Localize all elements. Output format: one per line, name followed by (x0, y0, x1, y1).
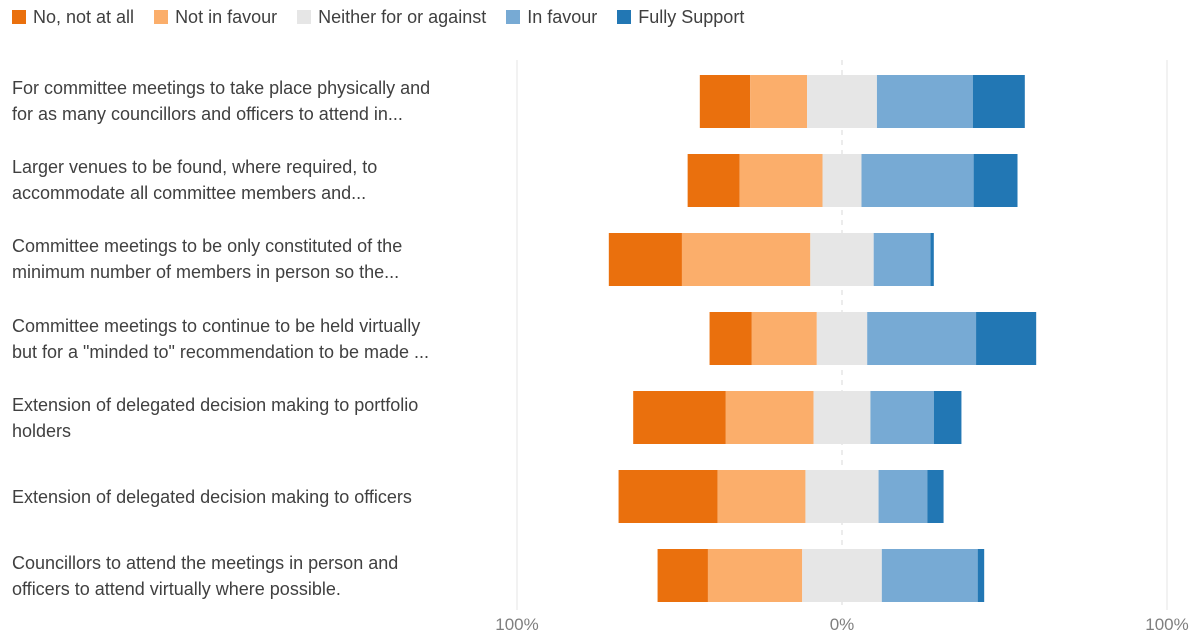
bar-segment (977, 549, 985, 602)
bar-segment (867, 312, 977, 365)
bar-segment (972, 75, 1025, 128)
legend-item-fully-support: Fully Support (617, 7, 744, 28)
legend-label: No, not at all (33, 6, 135, 27)
category-label-line: Committee meetings to be only constitute… (12, 236, 403, 256)
bar-segment (930, 233, 934, 286)
legend-item-neither: Neither for or against (297, 7, 486, 28)
bar-segment (725, 391, 814, 444)
category-label: Committee meetings to be only constitute… (12, 233, 492, 285)
bar-segment (973, 154, 1018, 207)
category-label-line: Committee meetings to continue to be hel… (12, 316, 421, 336)
legend-item-in-favour: In favour (506, 7, 597, 28)
legend-swatch (297, 10, 312, 24)
category-label-line: Extension of delegated decision making t… (12, 395, 419, 415)
legend-swatch (506, 10, 521, 24)
category-label-line: for as many councillors and officers to … (12, 104, 403, 124)
bar-segment (927, 470, 944, 523)
legend-swatch (617, 10, 632, 24)
legend-label: Fully Support (638, 6, 745, 27)
x-tick-label: 100% (495, 615, 538, 634)
category-label: For committee meetings to take place phy… (12, 75, 492, 127)
legend-swatch (12, 10, 26, 24)
category-label-line: Extension of delegated decision making t… (12, 487, 412, 507)
category-label: Larger venues to be found, where require… (12, 154, 492, 206)
x-tick-label: 100% (1145, 615, 1188, 634)
category-label-line: but for a "minded to" recommendation to … (12, 342, 430, 362)
x-tick-label: 0% (830, 615, 855, 634)
category-label-line: officers to attend virtually where possi… (12, 579, 341, 599)
category-label: Extension of delegated decision making t… (12, 484, 492, 510)
legend-item-not-in-favour: Not in favour (154, 7, 277, 28)
bar-segment (810, 233, 874, 286)
bar-segment (881, 549, 978, 602)
bar-segment (876, 75, 973, 128)
bar-segment (739, 154, 823, 207)
bar-segment (633, 391, 726, 444)
bar-segment (805, 470, 879, 523)
legend-label: Neither for or against (318, 6, 487, 27)
bar-segment (750, 75, 808, 128)
bar-segment (933, 391, 962, 444)
bar-segment (870, 391, 934, 444)
category-label: Committee meetings to continue to be hel… (12, 313, 492, 365)
bar-segment (873, 233, 931, 286)
bar-segment (813, 391, 871, 444)
category-label: Councillors to attend the meetings in pe… (12, 550, 492, 602)
bar-segment (861, 154, 974, 207)
bar-segment (976, 312, 1037, 365)
bar-segment (878, 470, 928, 523)
category-label: Extension of delegated decision making t… (12, 392, 492, 444)
legend-swatch (154, 10, 169, 24)
bar-segment (709, 312, 752, 365)
bar-segment (687, 154, 740, 207)
chart-legend: No, not at all Not in favour Neither for… (12, 6, 744, 28)
bar-segment (608, 233, 682, 286)
bar-segment (822, 154, 862, 207)
category-label-line: holders (12, 421, 72, 441)
bar-segment (717, 470, 806, 523)
x-axis-ticks: 100% 0% 100% (495, 615, 1188, 634)
bar-segment (699, 75, 751, 128)
bar-segment (751, 312, 817, 365)
bar-segment (807, 75, 877, 128)
category-label-line: accommodate all committee members and... (12, 183, 367, 203)
bar-segment (707, 549, 803, 602)
bars (608, 75, 1037, 602)
bar-segment (816, 312, 868, 365)
category-label-line: Larger venues to be found, where require… (12, 157, 378, 177)
bar-segment (657, 549, 708, 602)
category-label-line: Councillors to attend the meetings in pe… (12, 553, 399, 573)
bar-segment (681, 233, 811, 286)
category-label-line: For committee meetings to take place phy… (12, 78, 431, 98)
legend-label: Not in favour (175, 6, 278, 27)
legend-item-no-not-at-all: No, not at all (12, 7, 134, 28)
legend-label: In favour (527, 6, 598, 27)
category-label-line: minimum number of members in person so t… (12, 262, 400, 282)
bar-segment (618, 470, 718, 523)
bar-segment (802, 549, 882, 602)
category-labels: For committee meetings to take place phy… (0, 0, 500, 635)
